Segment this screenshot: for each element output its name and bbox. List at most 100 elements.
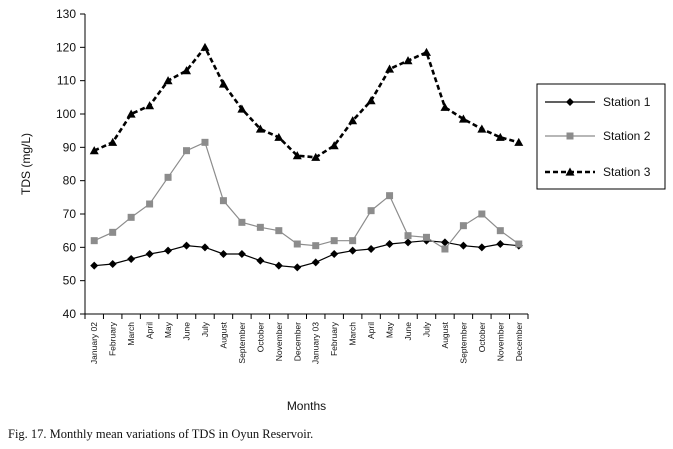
data-point (164, 246, 173, 255)
y-tick-label: 80 (63, 174, 77, 188)
x-tick-label: May (163, 321, 173, 338)
x-axis-title: Months (287, 399, 326, 413)
x-tick-label: October (255, 322, 265, 352)
data-point (478, 210, 486, 218)
data-point (404, 238, 413, 247)
data-point (145, 250, 154, 258)
y-tick-label: 40 (63, 307, 77, 321)
data-point (90, 261, 99, 270)
data-point (219, 197, 227, 205)
data-point (127, 255, 136, 263)
x-tick-label: August (440, 321, 450, 348)
x-tick-label: July (200, 321, 210, 337)
data-point (164, 173, 172, 181)
series-layer (89, 42, 524, 272)
data-point (237, 104, 247, 113)
x-tick-label: November (274, 322, 284, 361)
data-point (458, 114, 468, 123)
data-point (367, 207, 375, 215)
data-point (238, 218, 246, 226)
data-point (441, 245, 449, 253)
data-point (421, 47, 431, 56)
data-point (219, 250, 228, 258)
data-point (385, 240, 394, 248)
legend-label: Station 2 (603, 129, 651, 143)
data-point (256, 256, 265, 265)
data-point (329, 141, 339, 150)
x-tick-label: April (366, 322, 376, 339)
data-point (146, 200, 154, 208)
data-point (312, 242, 320, 250)
data-point (182, 66, 192, 75)
legend-entry-2: Station 2 (545, 129, 651, 143)
data-point (477, 124, 487, 133)
data-point (89, 146, 99, 155)
data-point (348, 246, 357, 255)
legend-label: Station 3 (603, 165, 651, 179)
data-point (330, 250, 339, 258)
data-point (218, 79, 228, 88)
data-point (200, 42, 210, 51)
x-tick-label: September (458, 322, 468, 364)
data-point (477, 243, 486, 252)
data-point (440, 102, 450, 111)
data-point (126, 109, 136, 118)
x-tick-label: November (495, 322, 505, 361)
x-tick-label: June (403, 322, 413, 341)
data-point (496, 240, 505, 248)
y-tick-label: 130 (56, 7, 76, 21)
x-tick-label: October (477, 322, 487, 352)
x-tick-label: May (385, 321, 395, 338)
data-point (275, 227, 283, 235)
x-tick-label: January 03 (311, 322, 321, 364)
legend-entry-1: Station 1 (545, 95, 651, 109)
legend-entry-3: Station 3 (545, 165, 651, 179)
data-point (566, 132, 574, 140)
data-point (311, 258, 320, 267)
x-tick-label: July (421, 321, 431, 337)
data-point (274, 132, 284, 141)
y-axis: 40 50 60 70 80 90 100 110 120 130 (56, 7, 86, 321)
y-tick-label: 60 (63, 240, 77, 254)
series-2 (90, 138, 523, 253)
data-point (349, 237, 357, 245)
data-point (182, 241, 191, 250)
y-tick-label: 90 (63, 140, 77, 154)
data-point (366, 96, 376, 105)
y-tick-label: 100 (56, 107, 76, 121)
x-tick-label: February (329, 321, 339, 356)
data-point (200, 243, 209, 252)
data-point (237, 250, 246, 258)
data-point (274, 261, 283, 270)
data-point (422, 233, 430, 241)
x-tick-label: December (292, 322, 302, 361)
y-tick-label: 110 (57, 74, 76, 88)
data-point (201, 138, 209, 146)
data-point (293, 263, 302, 272)
x-tick-label: January 02 (89, 322, 99, 364)
x-tick-label: September (237, 322, 247, 364)
series-line (93, 44, 520, 159)
data-point (495, 132, 505, 141)
data-point (109, 228, 117, 236)
legend: Station 1 Station 2 Station 3 (536, 83, 666, 190)
data-point (566, 98, 574, 106)
data-point (256, 223, 264, 231)
data-point (404, 232, 412, 240)
data-point (367, 245, 376, 253)
x-tick-label: March (126, 322, 136, 346)
data-point (255, 124, 265, 133)
data-point (127, 213, 135, 221)
data-point (515, 240, 523, 248)
x-tick-label: April (145, 322, 155, 339)
x-tick-label: June (182, 322, 192, 341)
figure-caption: Fig. 17. Monthly mean variations of TDS … (8, 427, 314, 441)
x-tick-label: August (218, 321, 228, 348)
data-point (348, 116, 358, 125)
data-point (311, 152, 321, 161)
legend-label: Station 1 (603, 95, 651, 109)
series-3 (89, 42, 524, 161)
data-point (514, 137, 524, 146)
y-tick-label: 50 (63, 274, 77, 288)
